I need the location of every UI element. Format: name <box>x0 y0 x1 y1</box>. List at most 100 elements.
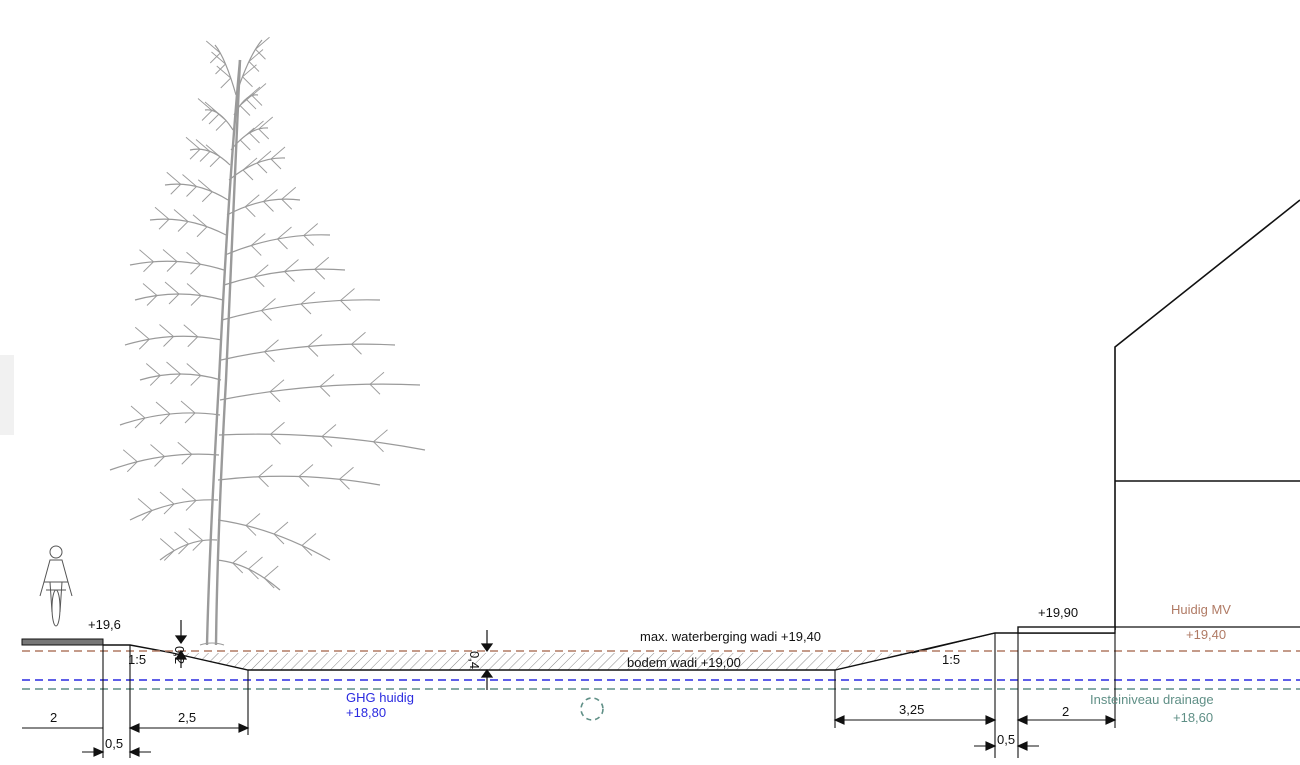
level-path-left: +19,6 <box>88 617 121 632</box>
tree-twig <box>258 116 274 140</box>
tree-branch <box>228 157 286 181</box>
drainage-label: Insteiniveau drainage <box>1090 692 1214 707</box>
tree-twig <box>251 83 267 106</box>
tree-twig <box>205 144 221 168</box>
tree-twig <box>166 171 182 195</box>
tree-twig <box>211 51 226 75</box>
tree-twig <box>159 324 174 347</box>
tree-twig <box>270 421 285 445</box>
tree-twig <box>281 186 297 210</box>
tree-twig <box>242 157 258 181</box>
tree-twig <box>242 64 257 88</box>
depth-dimension <box>480 630 494 690</box>
tree-twig <box>263 189 278 212</box>
tree-twig <box>159 538 175 561</box>
tree-twig <box>180 400 196 424</box>
tree-twig <box>301 533 317 556</box>
dim-left-slope: 2,5 <box>178 710 196 725</box>
tree-twig <box>183 324 199 348</box>
tree-twig <box>150 444 165 467</box>
tree-twig <box>244 194 260 218</box>
tree-branch <box>216 559 281 591</box>
tree-twig <box>340 288 355 311</box>
tree-twig <box>159 491 175 515</box>
tree-twig <box>248 556 263 580</box>
tree-twig <box>263 565 279 589</box>
level-path-right: +19,90 <box>1038 605 1078 620</box>
tree-twig <box>195 139 211 162</box>
tree-branch <box>119 412 221 426</box>
tree-twig <box>134 326 150 350</box>
tree-twig <box>122 449 138 473</box>
tree-twig <box>174 531 189 555</box>
current-ground-value: +19,40 <box>1186 627 1226 642</box>
house-outline <box>1114 199 1300 630</box>
dim-right-path: 2 <box>1062 704 1069 719</box>
dim-freeboard: 0,2 <box>172 646 187 664</box>
tree-twig <box>369 371 385 395</box>
tree-twig <box>269 379 285 403</box>
tree-twig <box>277 226 292 250</box>
tree-twig <box>197 179 213 203</box>
wadi-bottom-label: bodem wadi +19,00 <box>627 655 741 670</box>
tree-twig <box>249 120 264 144</box>
tree-twig <box>258 464 273 488</box>
freeboard-dimension <box>174 620 188 668</box>
cyclist-icon <box>39 545 73 627</box>
tree-twig <box>303 223 319 246</box>
tree-twig <box>319 374 335 397</box>
tree-branch <box>214 44 237 96</box>
cycle-path <box>21 638 104 646</box>
tree-branch <box>217 519 331 561</box>
tree-twig <box>155 401 171 425</box>
tree-twig <box>173 209 189 232</box>
tree-twig <box>250 233 266 256</box>
tree-twig <box>188 528 204 551</box>
max-water-label: max. waterberging wadi +19,40 <box>640 629 821 644</box>
tree-icon <box>109 36 426 646</box>
tree-branch <box>217 475 381 486</box>
tree-branch <box>134 293 224 301</box>
current-ground-label: Huidig MV <box>1171 602 1231 617</box>
tree-twig <box>239 127 255 151</box>
tree-twig <box>166 361 181 385</box>
tree-twig <box>264 339 279 363</box>
dim-right-offset: 0,5 <box>997 732 1015 747</box>
tree-twig <box>373 429 388 453</box>
tree-twig <box>321 424 337 447</box>
tree-twig <box>186 251 201 275</box>
ghg-value: +18,80 <box>346 705 386 720</box>
tree-twig <box>245 513 261 536</box>
tree-twig <box>177 441 193 465</box>
tree-twig <box>192 214 208 238</box>
tree-branch <box>124 335 223 346</box>
tree-twig <box>261 298 276 321</box>
tree-twig <box>205 40 221 64</box>
dim-left-offset: 0,5 <box>105 736 123 751</box>
ghg-label: GHG huidig <box>346 690 414 705</box>
tree-twig <box>300 291 316 315</box>
slope-right-label: 1:5 <box>942 652 960 667</box>
dim-right-slope: 3,25 <box>899 702 924 717</box>
tree-twig <box>197 98 213 121</box>
tree-twig <box>164 281 180 305</box>
tree-branch <box>224 234 331 256</box>
tree-twig <box>137 498 153 521</box>
tree-branch <box>221 299 381 321</box>
drain-pipe-icon <box>580 697 604 721</box>
tree-twig <box>181 488 197 511</box>
edge-shadow <box>0 355 14 435</box>
tree-twig <box>255 36 270 60</box>
tree-twig <box>186 283 202 306</box>
tree-twig <box>154 206 170 230</box>
tree-twig <box>245 86 261 110</box>
tree-twig <box>182 174 197 197</box>
tree-twig <box>185 136 201 160</box>
tree-twig <box>130 405 146 429</box>
tree-twig <box>256 150 272 174</box>
ground-profile <box>21 626 1116 671</box>
wadi-fill <box>168 653 912 670</box>
tree-twig <box>139 249 154 273</box>
right-path <box>1017 626 1116 634</box>
